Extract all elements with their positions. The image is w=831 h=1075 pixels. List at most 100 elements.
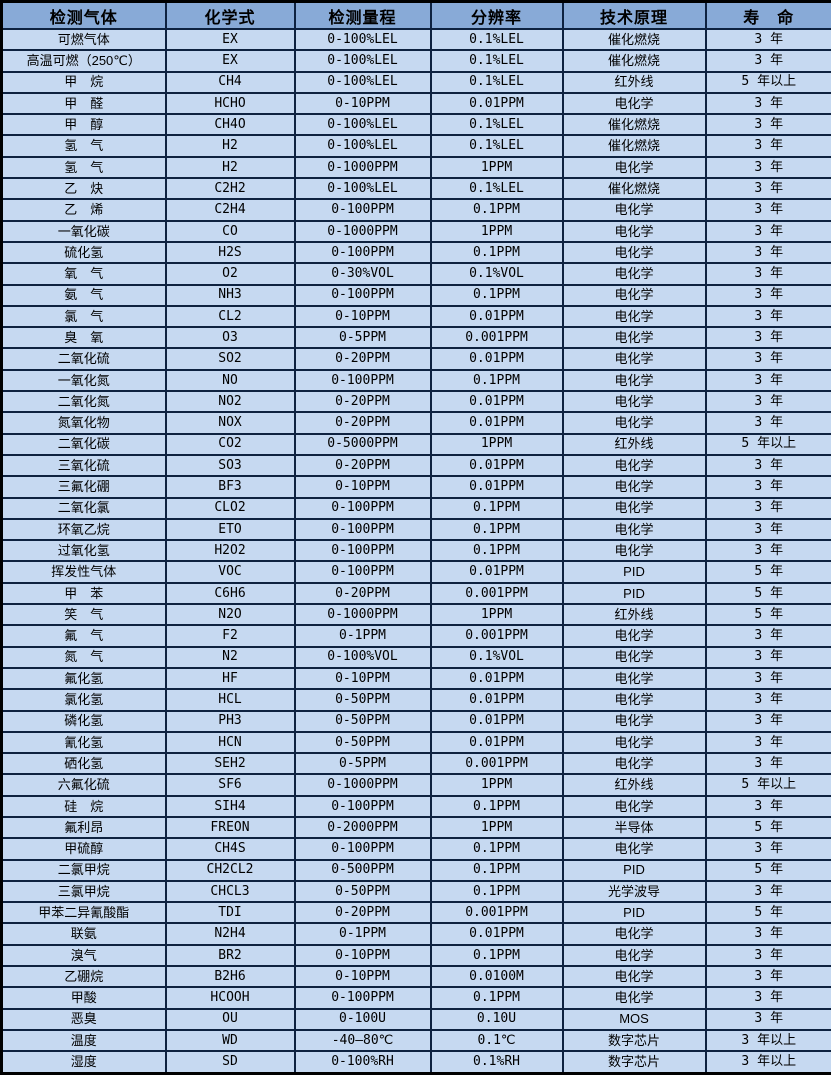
cell-gas: 氮氧化物 — [0, 411, 167, 435]
table-row: 氟化氢 HF 0-10PPM 0.01PPM 电化学 3 年 — [0, 666, 831, 691]
table-row: 甲 醛 HCHO 0-10PPM 0.01PPM 电化学 3 年 — [0, 91, 831, 116]
cell-formula: WD — [164, 1028, 296, 1053]
cell-principle: 电化学 — [561, 752, 707, 776]
cell-formula: H2 — [164, 155, 296, 180]
cell-lifespan: 3 年以上 — [704, 1028, 831, 1053]
cell-lifespan: 5 年以上 — [704, 432, 831, 456]
cell-formula: CO2 — [164, 432, 296, 456]
column-header-gas: 检测气体 — [0, 0, 167, 30]
cell-resolution: 0.1%LEL — [429, 70, 564, 94]
cell-gas: 氟利昂 — [0, 815, 167, 840]
cell-lifespan: 3 年 — [704, 752, 831, 776]
cell-formula: EX — [164, 49, 296, 73]
table-row: 氯化氢 HCL 0-50PPM 0.01PPM 电化学 3 年 — [0, 688, 831, 712]
cell-resolution: 0.001PPM — [429, 624, 564, 648]
cell-principle: 催化燃烧 — [561, 27, 707, 52]
cell-gas: 乙硼烷 — [0, 965, 167, 989]
cell-principle: 电化学 — [561, 645, 707, 669]
column-header-range: 检测量程 — [293, 0, 432, 30]
cell-resolution: 0.1PPM — [429, 986, 564, 1010]
cell-resolution: 0.01PPM — [429, 411, 564, 435]
cell-principle: 电化学 — [561, 986, 707, 1010]
cell-range: 0-10PPM — [293, 965, 432, 989]
cell-gas: 甲 苯 — [0, 581, 167, 606]
table-row: 氯 气 CL2 0-10PPM 0.01PPM 电化学 3 年 — [0, 304, 831, 329]
cell-lifespan: 3 年以上 — [704, 1050, 831, 1075]
table-body: 可燃气体 EX 0-100%LEL 0.1%LEL 催化燃烧 3 年高温可燃（250℃） E… — [0, 27, 831, 1075]
cell-lifespan: 3 年 — [704, 91, 831, 116]
cell-range: 0-100PPM — [293, 517, 432, 542]
cell-gas: 硫化氢 — [0, 240, 167, 265]
cell-resolution: 0.01PPM — [429, 688, 564, 712]
cell-range: 0-1PPM — [293, 624, 432, 648]
cell-principle: 催化燃烧 — [561, 49, 707, 73]
cell-lifespan: 3 年 — [704, 390, 831, 414]
cell-formula: SO2 — [164, 347, 296, 371]
table-row: 联氨 N2H4 0-1PPM 0.01PPM 电化学 3 年 — [0, 922, 831, 946]
cell-gas: 二氧化氮 — [0, 390, 167, 414]
cell-gas: 氮 气 — [0, 645, 167, 669]
cell-range: 0-1PPM — [293, 922, 432, 946]
cell-principle: 电化学 — [561, 730, 707, 755]
cell-range: 0-5PPM — [293, 752, 432, 776]
cell-principle: 数字芯片 — [561, 1050, 707, 1075]
cell-range: 0-5000PPM — [293, 432, 432, 456]
cell-gas: 乙 烯 — [0, 198, 167, 222]
cell-principle: 电化学 — [561, 262, 707, 286]
cell-resolution: 0.01PPM — [429, 666, 564, 691]
cell-principle: 电化学 — [561, 155, 707, 180]
cell-gas: 一氧化氮 — [0, 368, 167, 393]
table-row: 氮 气 N2 0-100%VOL 0.1%VOL 电化学 3 年 — [0, 645, 831, 669]
cell-formula: NH3 — [164, 283, 296, 307]
table-row: 六氟化硫 SF6 0-1000PPM 1PPM 红外线 5 年以上 — [0, 773, 831, 797]
table-row: 臭 氧 O3 0-5PPM 0.001PPM 电化学 3 年 — [0, 326, 831, 350]
cell-lifespan: 3 年 — [704, 730, 831, 755]
cell-range: 0-100PPM — [293, 198, 432, 222]
cell-lifespan: 3 年 — [704, 347, 831, 371]
cell-lifespan: 3 年 — [704, 709, 831, 733]
cell-lifespan: 5 年以上 — [704, 773, 831, 797]
cell-principle: 催化燃烧 — [561, 113, 707, 137]
cell-gas: 二氧化硫 — [0, 347, 167, 371]
cell-range: 0-10PPM — [293, 91, 432, 116]
cell-principle: 电化学 — [561, 539, 707, 563]
cell-formula: CH4 — [164, 70, 296, 94]
cell-principle: 电化学 — [561, 453, 707, 478]
cell-principle: 电化学 — [561, 304, 707, 329]
cell-lifespan: 3 年 — [704, 262, 831, 286]
cell-range: 0-20PPM — [293, 901, 432, 925]
table-row: 二氯甲烷 CH2CL2 0-500PPM 0.1PPM PID 5 年 — [0, 858, 831, 882]
cell-range: 0-100PPM — [293, 368, 432, 393]
cell-lifespan: 3 年 — [704, 879, 831, 904]
cell-resolution: 0.1%LEL — [429, 134, 564, 158]
cell-principle: PID — [561, 901, 707, 925]
cell-range: 0-100PPM — [293, 240, 432, 265]
cell-lifespan: 3 年 — [704, 198, 831, 222]
cell-lifespan: 5 年 — [704, 815, 831, 840]
table-row: 过氧化氢 H2O2 0-100PPM 0.1PPM 电化学 3 年 — [0, 539, 831, 563]
cell-gas: 过氧化氢 — [0, 539, 167, 563]
cell-formula: HCHO — [164, 91, 296, 116]
cell-lifespan: 3 年 — [704, 688, 831, 712]
cell-lifespan: 3 年 — [704, 134, 831, 158]
cell-principle: 红外线 — [561, 603, 707, 627]
cell-range: 0-100PPM — [293, 837, 432, 861]
column-header-formula: 化学式 — [164, 0, 296, 30]
cell-gas: 氢 气 — [0, 155, 167, 180]
cell-lifespan: 3 年 — [704, 943, 831, 968]
cell-principle: 电化学 — [561, 91, 707, 116]
cell-range: 0-20PPM — [293, 347, 432, 371]
cell-resolution: 0.001PPM — [429, 581, 564, 606]
cell-lifespan: 5 年 — [704, 581, 831, 606]
table-row: 三氯甲烷 CHCL3 0-50PPM 0.1PPM 光学波导 3 年 — [0, 879, 831, 904]
cell-principle: 红外线 — [561, 773, 707, 797]
cell-formula: O2 — [164, 262, 296, 286]
cell-principle: 电化学 — [561, 219, 707, 243]
cell-lifespan: 3 年 — [704, 113, 831, 137]
cell-range: 0-100PPM — [293, 794, 432, 818]
table-row: 硅 烷 SIH4 0-100PPM 0.1PPM 电化学 3 年 — [0, 794, 831, 818]
cell-principle: 电化学 — [561, 688, 707, 712]
cell-lifespan: 3 年 — [704, 539, 831, 563]
cell-principle: 电化学 — [561, 475, 707, 499]
cell-lifespan: 3 年 — [704, 922, 831, 946]
